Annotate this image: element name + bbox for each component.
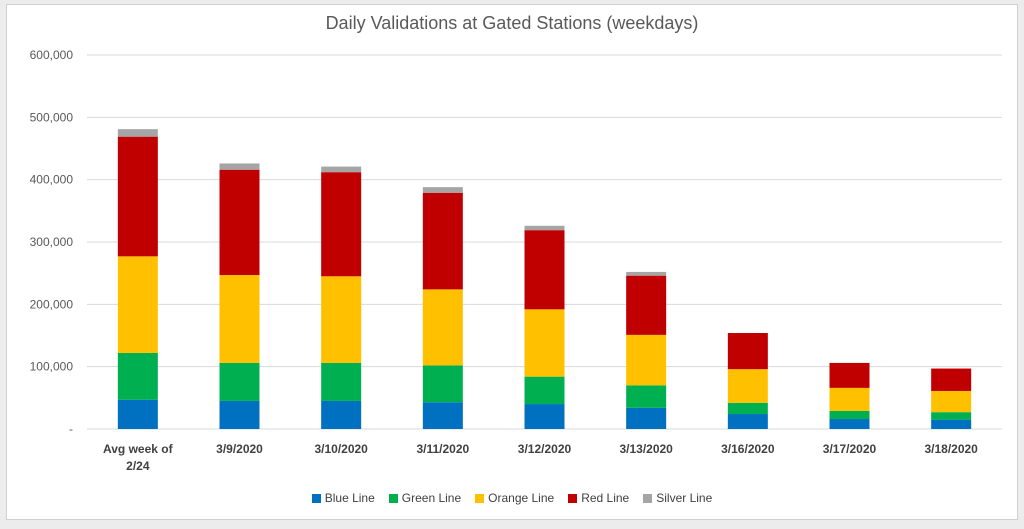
bar-segment — [727, 369, 768, 403]
bar-segment — [829, 410, 870, 420]
bar-segment — [931, 419, 972, 429]
legend-label: Green Line — [401, 491, 462, 505]
bar-segment — [727, 402, 768, 415]
bar-segment — [219, 400, 260, 429]
bar-segment — [219, 275, 260, 363]
bar-segment — [321, 172, 362, 277]
bar-segment — [321, 276, 362, 363]
legend-swatch — [568, 493, 578, 503]
legend-label: Red Line — [581, 491, 630, 505]
bar-segment — [829, 419, 870, 429]
legend-swatch — [643, 493, 653, 503]
bar-segment — [117, 136, 158, 257]
bar-segment — [422, 187, 463, 193]
legend-label: Orange Line — [488, 491, 555, 505]
bar-segment — [117, 256, 158, 353]
x-tick-label: 3/12/2020 — [518, 442, 572, 456]
y-tick-label: 500,000 — [30, 110, 74, 124]
legend-entry: Orange Line — [475, 491, 554, 505]
bar-segment — [524, 404, 565, 429]
y-tick-label: 200,000 — [30, 297, 74, 311]
bar-segment — [829, 362, 870, 388]
bar-segment — [422, 289, 463, 366]
legend-label: Blue Line — [324, 491, 375, 505]
x-tick-label: 3/9/2020 — [216, 442, 263, 456]
bar-segment — [117, 129, 158, 137]
legend-entry: Blue Line — [311, 491, 375, 505]
bar-segment — [626, 334, 667, 386]
x-tick-label: Avg week of 2/24 — [103, 442, 174, 473]
legend-entry: Green Line — [388, 491, 462, 505]
bar-segment — [829, 387, 870, 411]
x-tick-label: 3/13/2020 — [619, 442, 673, 456]
legend-swatch — [475, 493, 485, 503]
bar-segment — [931, 412, 972, 420]
bar-segment — [321, 362, 362, 401]
bar-segment — [626, 275, 667, 335]
x-tick-label: 3/17/2020 — [823, 442, 877, 456]
bar-segment — [931, 390, 972, 413]
chart-legend: Blue Line Green Line Orange Line Red Line Si… — [7, 491, 1017, 505]
bar-segment — [422, 365, 463, 403]
bar-segment — [321, 400, 362, 429]
bar-segment — [321, 166, 362, 173]
y-tick-label: 400,000 — [30, 173, 74, 187]
legend-label: Silver Line — [656, 491, 713, 505]
y-tick-label: - — [69, 422, 73, 436]
bar-segment — [626, 385, 667, 408]
bar-segment — [117, 399, 158, 429]
bar-segment — [727, 333, 768, 370]
y-tick-label: 600,000 — [30, 48, 74, 62]
bar-segment — [524, 309, 565, 377]
bar-segment — [931, 368, 972, 391]
x-tick-label: 3/10/2020 — [314, 442, 368, 456]
legend-entry: Silver Line — [643, 491, 712, 505]
x-tick-label: 3/18/2020 — [924, 442, 978, 456]
y-tick-label: 100,000 — [30, 360, 74, 374]
y-tick-label: 300,000 — [30, 235, 74, 249]
bar-segment — [219, 169, 260, 276]
x-tick-label: 3/16/2020 — [721, 442, 775, 456]
x-tick-label: 3/11/2020 — [416, 442, 469, 456]
bar-segment — [626, 271, 667, 276]
legend-swatch — [388, 493, 398, 503]
bar-segment — [422, 402, 463, 429]
chart-frame: Daily Validations at Gated Stations (wee… — [6, 4, 1018, 520]
chart-plot: - 100,000 200,000 300,000 400,000 500,000 600,… — [30, 48, 1002, 473]
bar-segment — [626, 407, 667, 429]
bar-segment — [727, 414, 768, 429]
legend-entry: Red Line — [568, 491, 629, 505]
bar-segment — [524, 225, 565, 231]
bar-segment — [524, 376, 565, 405]
bar-segment — [219, 362, 260, 401]
bar-segment — [524, 230, 565, 310]
bar-segment — [219, 163, 260, 170]
bar-segment — [117, 352, 158, 400]
legend-swatch — [311, 493, 321, 503]
chart-title: Daily Validations at Gated Stations (wee… — [325, 13, 699, 33]
bar-segment — [422, 192, 463, 290]
